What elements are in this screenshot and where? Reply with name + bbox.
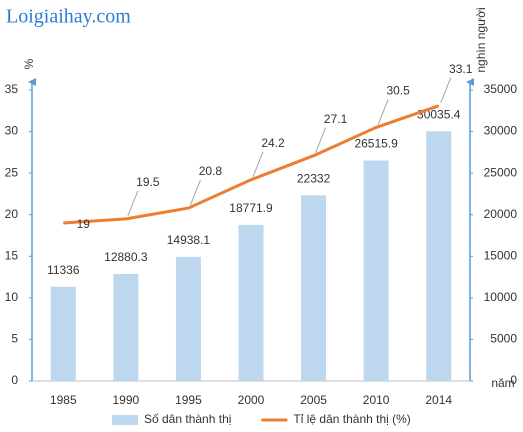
x-tick-label: 1985	[50, 393, 77, 407]
bar	[426, 131, 452, 381]
x-tick-label: 1990	[113, 393, 140, 407]
watermark: Loigiaihay.com	[6, 6, 131, 28]
leader-line	[127, 190, 139, 217]
line-value-label: 24.2	[261, 136, 285, 150]
bar-value-label: 14938.1	[167, 233, 211, 247]
y2-tick-label: 10000	[484, 290, 518, 304]
line-value-label: 33.1	[449, 62, 473, 76]
y2-tick-label: 20000	[484, 207, 518, 221]
y2-tick-label: 30000	[484, 124, 518, 138]
y2-tick-label: 35000	[484, 82, 518, 96]
legend-swatch	[112, 415, 138, 425]
legend-label: Tỉ lệ dân thành thị (%)	[293, 412, 410, 426]
line-value-label: 19.5	[136, 175, 160, 189]
line-value-label: 19	[77, 217, 91, 231]
leader-line	[440, 77, 452, 103]
x-tick-label: 2005	[300, 393, 327, 407]
x-tick-label: 2000	[238, 393, 265, 407]
y2-tick-label: 15000	[484, 248, 518, 262]
leader-line	[377, 99, 389, 125]
x-tick-label: 1995	[175, 393, 202, 407]
y-axis-label: %	[22, 58, 36, 69]
leader-line	[252, 151, 264, 177]
line	[63, 104, 440, 225]
legend-label: Số dân thành thị	[144, 412, 231, 426]
x-tick-label: 2010	[363, 393, 390, 407]
bar	[113, 273, 139, 381]
bar	[238, 224, 264, 381]
y2-tick-label: 0	[510, 373, 517, 387]
x-tick-label: 2014	[425, 393, 452, 407]
bar	[50, 286, 76, 381]
y-tick-label: 30	[5, 124, 19, 138]
bar-value-label: 26515.9	[354, 137, 398, 151]
y-tick-label: 5	[11, 332, 18, 346]
bar	[363, 160, 389, 381]
y2-axis-label: nghìn người	[474, 7, 488, 72]
line-value-label: 27.1	[324, 112, 348, 126]
line-value-label: 30.5	[386, 84, 410, 98]
y-tick-label: 25	[5, 165, 19, 179]
bar	[175, 256, 201, 381]
bar-value-label: 11336	[47, 263, 80, 277]
line-value-label: 20.8	[199, 164, 223, 178]
y-tick-label: 35	[5, 82, 19, 96]
bar	[301, 195, 327, 381]
bar-value-label: 18771.9	[229, 201, 273, 215]
y2-tick-label: 25000	[484, 165, 518, 179]
bar-value-label: 22332	[297, 171, 331, 185]
y-tick-label: 15	[5, 248, 19, 262]
y2-tick-label: 5000	[490, 332, 517, 346]
y-tick-label: 0	[11, 373, 18, 387]
x-axis-label: năm	[491, 376, 514, 390]
leader-line	[315, 127, 327, 153]
y-tick-label: 20	[5, 207, 19, 221]
bar-value-label: 12880.3	[104, 250, 148, 264]
y-tick-label: 10	[5, 290, 19, 304]
leader-line	[189, 179, 201, 206]
